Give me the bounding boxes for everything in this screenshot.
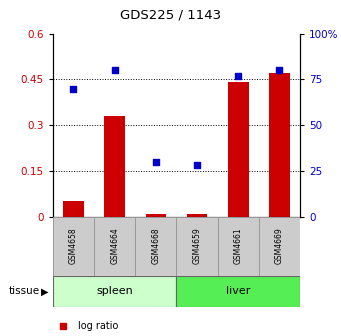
Point — [153, 159, 159, 165]
Text: GSM4669: GSM4669 — [275, 228, 284, 264]
Text: log ratio: log ratio — [78, 321, 118, 331]
Point — [71, 86, 76, 91]
Point — [236, 73, 241, 78]
Bar — [135, 217, 177, 276]
Bar — [53, 276, 177, 307]
Bar — [177, 276, 300, 307]
Text: ▶: ▶ — [41, 287, 48, 296]
Bar — [269, 73, 290, 217]
Bar — [228, 82, 249, 217]
Text: tissue: tissue — [9, 287, 40, 296]
Text: GSM4668: GSM4668 — [151, 228, 160, 264]
Bar — [146, 214, 166, 217]
Point — [194, 163, 200, 168]
Text: GSM4661: GSM4661 — [234, 228, 243, 264]
Bar — [104, 116, 125, 217]
Text: liver: liver — [226, 287, 250, 296]
Bar — [94, 217, 135, 276]
Bar — [187, 214, 207, 217]
Point — [277, 68, 282, 73]
Text: spleen: spleen — [96, 287, 133, 296]
Text: GSM4659: GSM4659 — [193, 228, 202, 264]
Text: GDS225 / 1143: GDS225 / 1143 — [120, 9, 221, 22]
Bar — [177, 217, 218, 276]
Bar — [259, 217, 300, 276]
Bar — [53, 217, 94, 276]
Text: GSM4664: GSM4664 — [110, 228, 119, 264]
Point — [112, 68, 117, 73]
Bar — [63, 202, 84, 217]
Bar — [218, 217, 259, 276]
Text: GSM4658: GSM4658 — [69, 228, 78, 264]
